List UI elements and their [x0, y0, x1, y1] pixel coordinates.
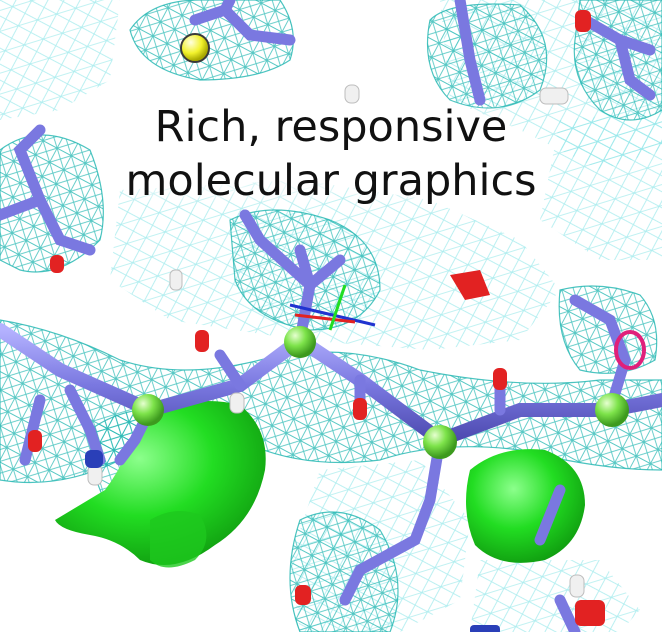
- oxygen-atoms: [28, 10, 605, 626]
- axis-indicator: [289, 284, 376, 331]
- hydrogen-atoms: [87, 84, 585, 598]
- backbone-bonds: [0, 323, 662, 448]
- nitrogen-atoms: [85, 450, 500, 632]
- sulfur-atom: [180, 33, 210, 63]
- alpha-carbons: [132, 326, 629, 459]
- ring-marker: [614, 330, 646, 370]
- density-blobs: [55, 401, 585, 568]
